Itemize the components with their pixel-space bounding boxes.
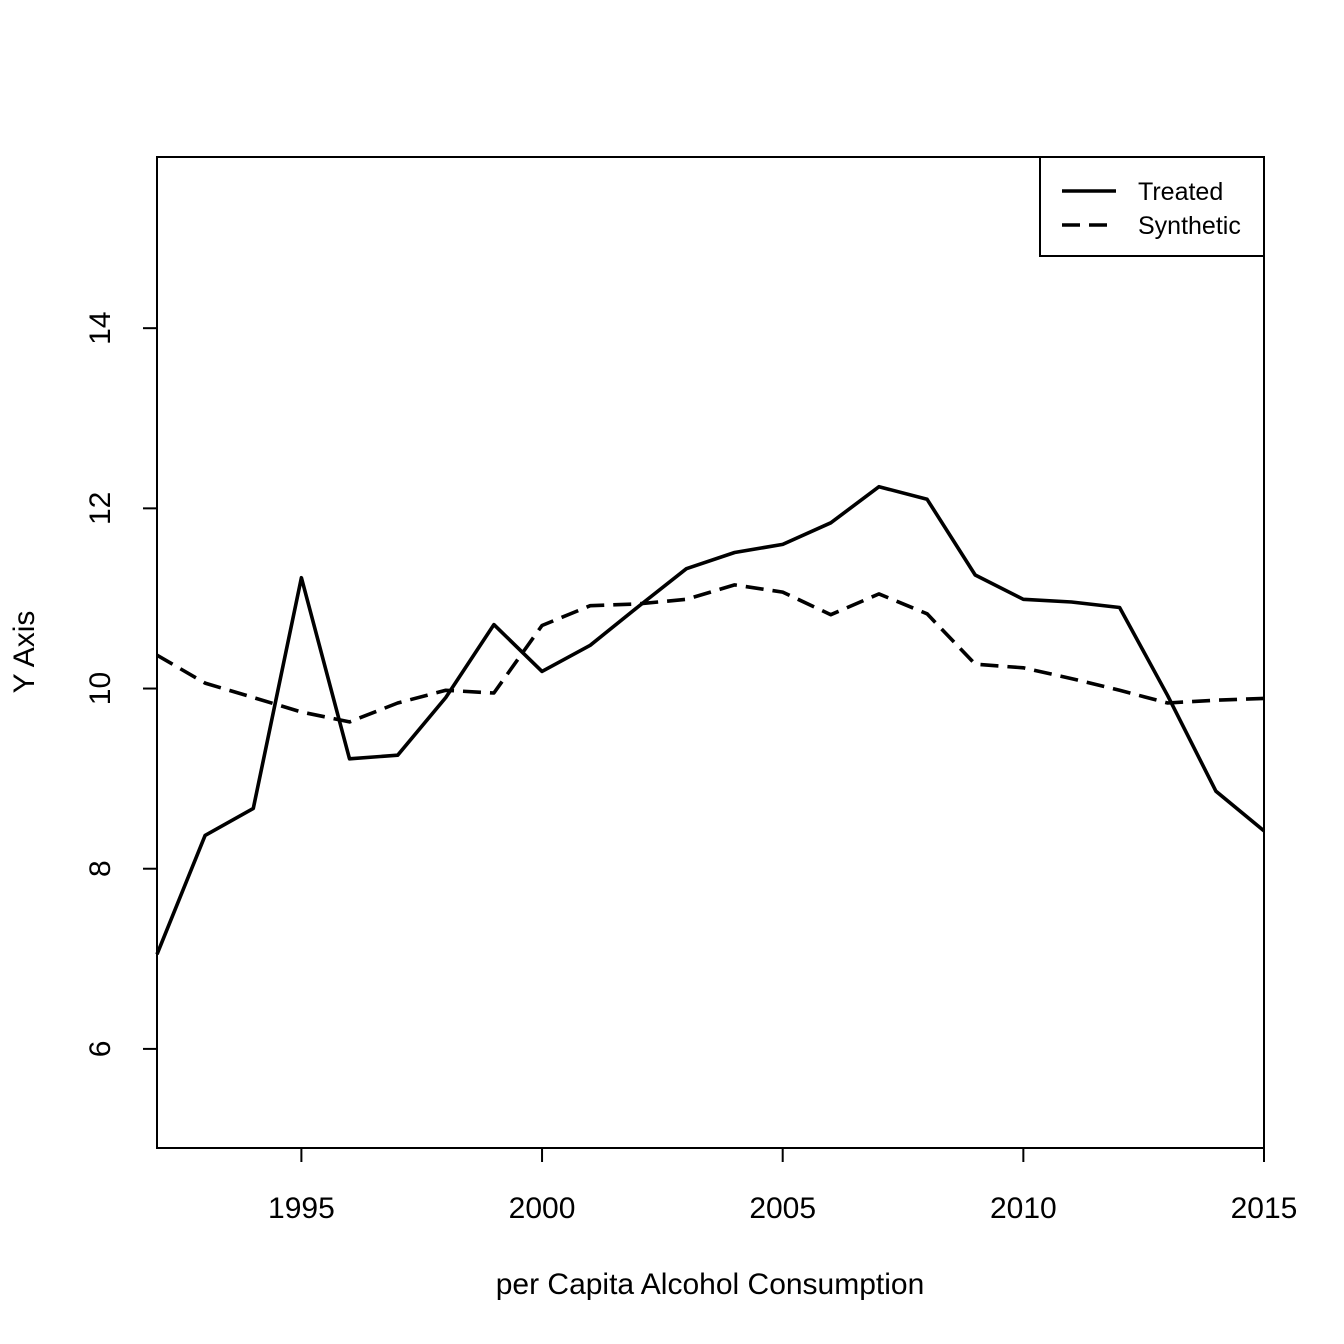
y-tick-label: 6 bbox=[84, 1041, 117, 1058]
x-tick-label: 2015 bbox=[1231, 1192, 1298, 1225]
series-layer bbox=[155, 484, 1266, 955]
y-tick-label: 8 bbox=[84, 860, 117, 877]
series-line-treated bbox=[155, 484, 1266, 955]
series-line-synthetic bbox=[156, 583, 1265, 724]
y-tick-label: 12 bbox=[84, 492, 117, 525]
x-axis: 1995 2000 2005 2010 2015 bbox=[268, 1147, 1298, 1225]
x-axis-label: per Capita Alcohol Consumption bbox=[496, 1268, 925, 1301]
legend-label-treated: Treated bbox=[1138, 178, 1223, 206]
x-tick-label: 2000 bbox=[509, 1192, 576, 1225]
legend-label-synthetic: Synthetic bbox=[1138, 212, 1241, 240]
x-tick-label: 2010 bbox=[990, 1192, 1057, 1225]
y-tick-label: 14 bbox=[84, 311, 117, 344]
y-tick-label: 10 bbox=[84, 672, 117, 705]
legend-box bbox=[1039, 156, 1265, 257]
y-axis-label: Y Axis bbox=[8, 611, 41, 694]
x-tick-label: 1995 bbox=[268, 1192, 335, 1225]
legend: Treated Synthetic bbox=[1039, 156, 1265, 257]
y-axis: 6 8 10 12 14 bbox=[84, 311, 158, 1058]
x-tick-label: 2005 bbox=[749, 1192, 816, 1225]
